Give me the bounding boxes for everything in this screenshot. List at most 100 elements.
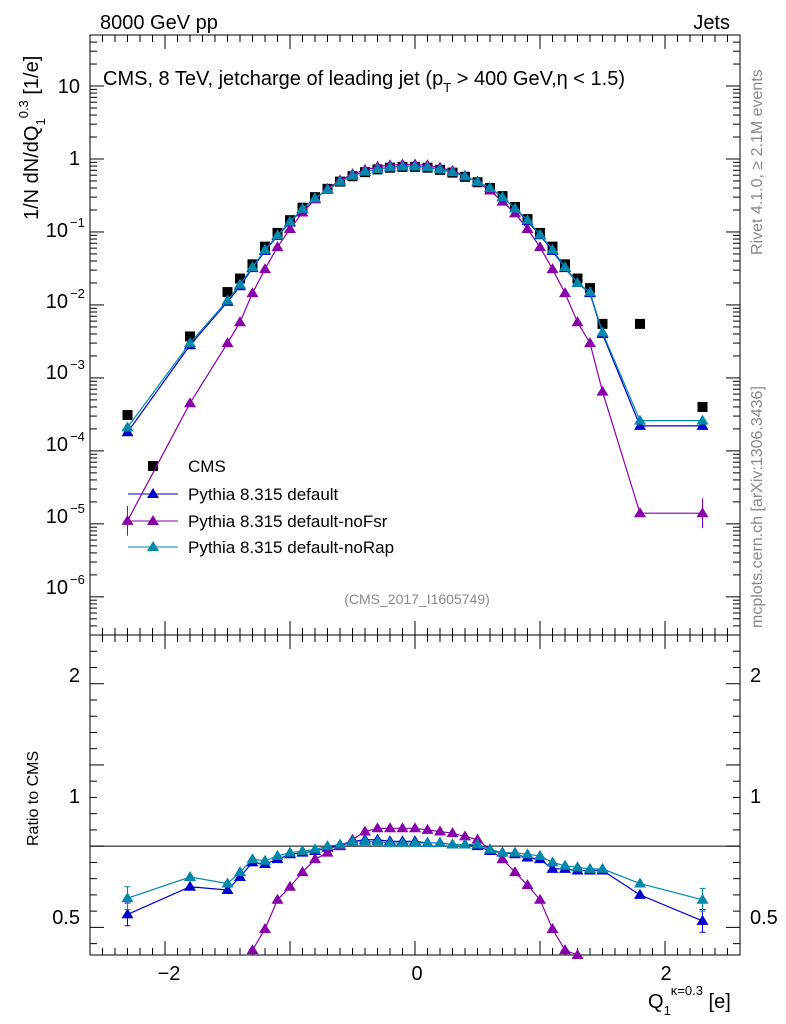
- pythia-8-315-default-nofsr-ratio-point: [446, 827, 459, 838]
- pythia-8-315-default-norap-point: [371, 162, 384, 173]
- pythia-8-315-default-ratio-point: [184, 880, 196, 891]
- pythia-8-315-default-ratio-point: [546, 862, 559, 873]
- rivet-version: Rivet 4.1.0, ≥ 2.1M events: [749, 69, 766, 255]
- ratio-tick-1-left: 1: [69, 786, 80, 808]
- pythia-8-315-default-norap-point: [559, 261, 571, 272]
- pythia-8-315-default-norap-ratio-point: [321, 840, 334, 851]
- ratio-tick-05-right: 0.5: [750, 907, 778, 929]
- title-sub: T: [443, 80, 451, 95]
- pythia-8-315-default-nofsr-ratio-point: [509, 866, 521, 877]
- xlabel-sub: 1: [664, 1003, 671, 1018]
- pythia-8-315-default-norap-ratio-point: [459, 838, 471, 849]
- pythia-8-315-default-ratio-line: [127, 839, 703, 922]
- pythia-8-315-default-nofsr-ratio-point: [434, 825, 446, 836]
- ratio-y-tick-labels: 2 1 0.5 2 1 0.5: [52, 665, 778, 929]
- pythia-8-315-default-norap-ratio-point: [284, 846, 296, 857]
- xlabel-sup: κ=0.3: [671, 983, 703, 998]
- pythia-8-315-default-norap-point: [334, 175, 346, 186]
- y-tick-1e-2: 10: [46, 291, 68, 313]
- pythia-8-315-default-nofsr-ratio-point: [534, 893, 546, 904]
- pythia-8-315-default-norap-ratio-point: [596, 862, 609, 873]
- pythia-8-315-default-norap-point: [259, 243, 271, 254]
- pythia-8-315-default-norap-ratio-point: [534, 849, 546, 860]
- y-tick-1e-4-exp: −4: [70, 429, 85, 444]
- y-axis-label-main: 1/N dN/dQ10.3 [1/e]: [16, 56, 48, 220]
- x-axis-label: Q1κ=0.3 [e]: [648, 983, 731, 1018]
- pythia-8-315-default-norap-point: [284, 215, 296, 226]
- pythia-8-315-default-norap-ratio-point: [271, 849, 284, 860]
- pythia-8-315-default-nofsr-ratio-point: [409, 822, 421, 833]
- mcplots-link: mcplots.cern.ch [arXiv:1306.3436]: [749, 386, 766, 628]
- pythia-8-315-default-norap-ratio-point: [371, 835, 384, 846]
- pythia-8-315-default-nofsr-point: [246, 287, 259, 298]
- pythia-8-315-default-norap-point: [184, 337, 196, 348]
- y-tick-1e-5: 10: [46, 506, 68, 528]
- pythia-8-315-default-norap-ratio-point: [421, 836, 434, 847]
- pythia-8-315-default-nofsr-point: [271, 241, 284, 252]
- ylabel-unit: [1/e]: [21, 56, 43, 100]
- pythia-8-315-default-norap-point: [521, 214, 534, 225]
- pythia-8-315-default-nofsr-point: [184, 397, 196, 408]
- pythia-8-315-default-nofsr-ratio-point: [546, 923, 559, 934]
- pythia-8-315-default-norap-ratio-point: [296, 845, 309, 856]
- ratio-tick-1-right: 1: [750, 786, 761, 808]
- pythia-8-315-default-norap-point: [221, 294, 234, 305]
- pythia-8-315-default-norap-ratio-point: [246, 853, 259, 864]
- pythia-8-315-default-norap-ratio-point: [471, 838, 484, 849]
- pythia-8-315-default-point: [634, 419, 646, 430]
- pythia-8-315-default-nofsr-ratio-point: [521, 879, 534, 890]
- cms-point: [697, 401, 708, 412]
- pythia-8-315-default-norap-point: [434, 163, 446, 174]
- pythia-8-315-default-norap-ratio-point: [259, 854, 271, 865]
- y-tick-1e-5-exp: −5: [70, 501, 85, 516]
- pythia-8-315-default-norap-point: [409, 160, 421, 171]
- pythia-8-315-default-nofsr-ratio-point: [459, 830, 471, 841]
- ratio-tick-05-left: 0.5: [52, 907, 80, 929]
- pythia-8-315-default-nofsr-point: [259, 263, 271, 274]
- pythia-8-315-default-norap-ratio-point: [334, 838, 346, 849]
- legend-marker-cms: [148, 461, 158, 471]
- pythia-8-315-default-nofsr-ratio-point: [284, 880, 296, 891]
- pythia-8-315-default-norap-ratio-point: [234, 866, 246, 877]
- y-tick-1: 1: [69, 148, 80, 170]
- pythia-8-315-default-norap-ratio-point: [184, 871, 196, 882]
- pythia-8-315-default-nofsr-ratio-point: [296, 866, 309, 877]
- pythia-8-315-default-nofsr-point: [521, 222, 534, 233]
- pythia-8-315-default-nofsr-point: [546, 263, 559, 274]
- pythia-8-315-default-norap-ratio-point: [584, 862, 596, 873]
- pythia-8-315-default-norap-ratio-point: [571, 861, 584, 872]
- pythia-8-315-default-norap-ratio-point: [559, 859, 571, 870]
- pythia-8-315-default-norap-point: [471, 175, 484, 186]
- pythia-8-315-default-norap-ratio-point: [359, 835, 371, 846]
- xlabel-base: Q: [648, 991, 664, 1013]
- legend-label-nofsr: Pythia 8.315 default-noFsr: [188, 512, 388, 531]
- title-rest: > 400 GeV,η < 1.5): [451, 68, 625, 90]
- pythia-8-315-default-norap-point: [271, 229, 284, 240]
- cms-point: [597, 318, 608, 329]
- cms-point: [235, 273, 245, 284]
- pythia-8-315-default-nofsr-point: [559, 287, 571, 298]
- pythia-8-315-default-nofsr-point: [234, 316, 246, 327]
- y-axis-label-ratio: Ratio to CMS: [25, 751, 42, 846]
- pythia-8-315-default-nofsr-point: [634, 507, 646, 518]
- title-main: CMS, 8 TeV, jetcharge of leading jet (p: [103, 68, 443, 90]
- pythia-8-315-default-nofsr-ratio-point: [246, 944, 259, 955]
- y-tick-1e-6: 10: [46, 577, 68, 599]
- pythia-8-315-default-nofsr-point: [221, 337, 234, 348]
- pythia-8-315-default-nofsr-ratio-point: [396, 822, 409, 833]
- pythia-8-315-default-norap-ratio-point: [484, 843, 496, 854]
- ylabel-sup: 0.3: [16, 100, 31, 118]
- y-tick-1e-1: 10: [46, 220, 68, 242]
- pythia-8-315-default-norap-point: [496, 191, 509, 202]
- pythia-8-315-default-nofsr-ratio-point: [371, 822, 384, 833]
- legend-label-norap: Pythia 8.315 default-noRap: [188, 538, 394, 557]
- pythia-8-315-default-norap-point: [571, 276, 584, 287]
- pythia-8-315-default-norap-point: [596, 326, 609, 337]
- pythia-8-315-default-nofsr-ratio-point: [321, 846, 334, 857]
- data-series: [90, 158, 740, 959]
- pythia-8-315-default-norap-ratio-point: [346, 835, 359, 846]
- ratio-tick-2-right: 2: [750, 665, 761, 687]
- legend-marker-nofsr: [147, 515, 159, 525]
- xlabel-unit: [e]: [703, 991, 731, 1013]
- pythia-8-315-default-nofsr-ratio-point: [259, 923, 271, 934]
